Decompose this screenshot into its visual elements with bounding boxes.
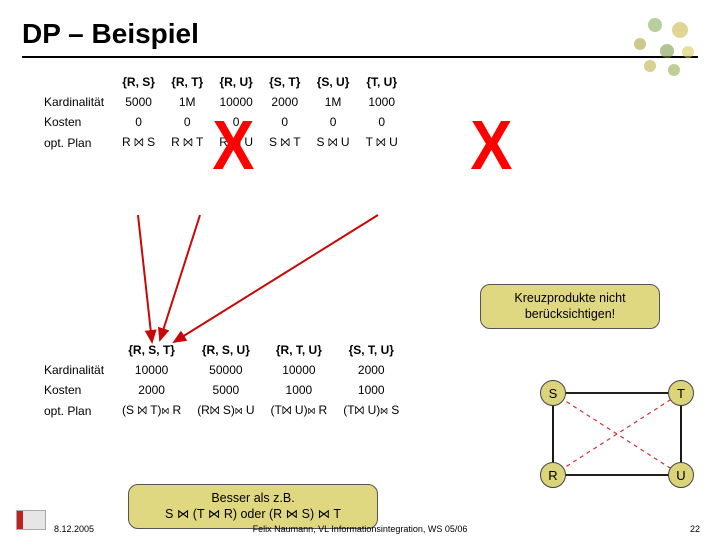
cell-card: 1M (163, 92, 211, 112)
pruned-x-icon: X (470, 105, 512, 185)
cell-card: 2000 (261, 92, 309, 112)
callout-kreuzprodukte: Kreuzprodukte nicht berücksichtigen! (480, 284, 660, 329)
cell-cost: 0 (358, 112, 406, 132)
join-graph: S T R U (540, 380, 710, 495)
cell-card: 10000 (114, 360, 189, 380)
cell-plan: R ⨝ S (114, 132, 163, 153)
row-label-card: Kardinalität (38, 92, 114, 112)
col-header: {R, U} (211, 72, 261, 92)
col-header: {S, T, U} (335, 340, 407, 360)
graph-node-s: S (540, 380, 566, 406)
cell-plan: R ⨝ T (163, 132, 211, 153)
col-header: {R, T} (163, 72, 211, 92)
cell-cost: 0 (114, 112, 163, 132)
row-label-cost: Kosten (38, 112, 114, 132)
callout-besser-line2: S ⋈ (T ⋈ R) oder (R ⋈ S) ⋈ T (165, 507, 341, 521)
cell-plan: T ⨝ U (358, 132, 406, 153)
decorative-dots (590, 16, 700, 80)
cell-card: 1M (309, 92, 358, 112)
cell-cost: 1000 (263, 380, 336, 400)
cell-plan: S ⨝ T (261, 132, 309, 153)
row-label-card2: Kardinalität (38, 360, 114, 380)
cell-card: 50000 (189, 360, 262, 380)
graph-node-u: U (668, 462, 694, 488)
graph-node-r: R (540, 462, 566, 488)
cell-card: 10000 (263, 360, 336, 380)
col-header: {T, U} (358, 72, 406, 92)
cell-plan: (T⨝ U)⋈ R (263, 400, 336, 421)
col-header: {R, T, U} (263, 340, 336, 360)
cell-cost: 1000 (335, 380, 407, 400)
footer-page: 22 (690, 524, 700, 534)
cell-cost: 0 (261, 112, 309, 132)
col-header: {S, T} (261, 72, 309, 92)
cell-cost: 0 (309, 112, 358, 132)
col-header: {R, S, T} (114, 340, 189, 360)
col-header: {R, S} (114, 72, 163, 92)
cell-plan: (R⨝ S)⋈ U (189, 400, 262, 421)
cell-cost: 0 (163, 112, 211, 132)
cell-cost: 2000 (114, 380, 189, 400)
callout-besser-line1: Besser als z.B. (211, 491, 294, 505)
col-header: {S, U} (309, 72, 358, 92)
callout-kreuz-line2: berücksichtigen! (525, 307, 615, 321)
cell-card: 1000 (358, 92, 406, 112)
university-logo (16, 510, 46, 530)
cell-plan: (S ⨝ T)⋈ R (114, 400, 189, 421)
graph-node-t: T (668, 380, 694, 406)
row-label-plan: opt. Plan (38, 132, 114, 153)
col-header: {R, S, U} (189, 340, 262, 360)
table-triples: {R, S, T}{R, S, U}{R, T, U}{S, T, U} Kar… (38, 340, 407, 421)
cell-plan: (T⨝ U)⋈ S (335, 400, 407, 421)
row-label-cost2: Kosten (38, 380, 114, 400)
cell-cost: 5000 (189, 380, 262, 400)
cell-card: 5000 (114, 92, 163, 112)
callout-kreuz-line1: Kreuzprodukte nicht (514, 291, 625, 305)
pruned-x-icon: X (212, 105, 254, 185)
row-label-plan2: opt. Plan (38, 400, 114, 421)
cell-card: 2000 (335, 360, 407, 380)
footer-date: 8.12.2005 (54, 524, 94, 534)
callout-besser: Besser als z.B. S ⋈ (T ⋈ R) oder (R ⋈ S)… (128, 484, 378, 529)
footer-course: Felix Naumann, VL Informationsintegratio… (253, 524, 468, 534)
cell-plan: S ⨝ U (309, 132, 358, 153)
